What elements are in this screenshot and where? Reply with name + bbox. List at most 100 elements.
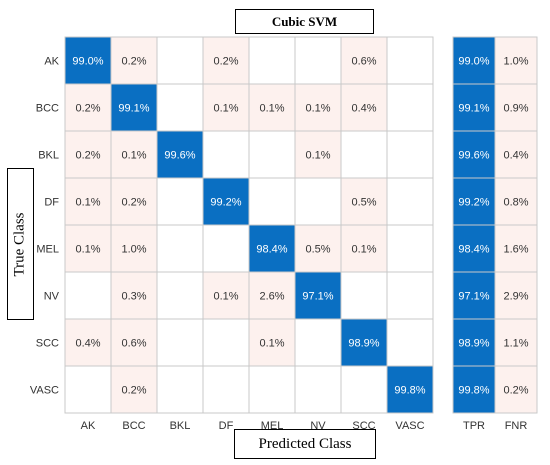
matrix-cell-AK-NV [294, 36, 342, 85]
x-tick-label: AK [81, 420, 96, 432]
matrix-cell-BKL-VASC [386, 130, 434, 179]
matrix-cell-DF-BKL [156, 177, 204, 226]
matrix-value: 2.6% [259, 291, 284, 303]
matrix-cell-BKL-SCC [340, 130, 388, 179]
matrix-cell-BCC-VASC [386, 83, 434, 132]
matrix-cell-BCC-BKL [156, 83, 204, 132]
matrix-cell-MEL-BKL [156, 224, 204, 273]
matrix-cell-MEL-DF [202, 224, 250, 273]
y-tick-label: VASC [30, 385, 59, 397]
matrix-cell-AK-BCC [110, 36, 158, 85]
matrix-value: 0.1% [259, 338, 284, 350]
matrix-cell-DF-MEL [248, 177, 296, 226]
matrix-value: 98.9% [348, 338, 379, 350]
summary-cell-TPR-BKL [452, 130, 496, 179]
y-tick-label: BCC [36, 103, 59, 115]
matrix-cell-BCC-MEL [248, 83, 296, 132]
summary-value: 98.9% [458, 338, 489, 350]
matrix-cell-SCC-DF [202, 318, 250, 367]
matrix-value: 99.6% [164, 150, 195, 162]
matrix-value: 0.4% [351, 103, 376, 115]
summary-value: 1.0% [503, 56, 528, 68]
matrix-value: 0.5% [305, 244, 330, 256]
summary-column-label: TPR [463, 420, 485, 432]
matrix-cell-VASC-SCC [340, 365, 388, 414]
matrix-cell-AK-DF [202, 36, 250, 85]
summary-value: 99.0% [458, 56, 489, 68]
summary-cell-FNR-VASC [494, 365, 538, 414]
matrix-value: 0.6% [121, 338, 146, 350]
matrix-cell-NV-NV [294, 271, 342, 320]
summary-value: 98.4% [458, 244, 489, 256]
matrix-value: 97.1% [302, 291, 333, 303]
matrix-cell-MEL-AK [64, 224, 112, 273]
summary-value: 99.2% [458, 197, 489, 209]
matrix-cell-VASC-AK [64, 365, 112, 414]
summary-value: 0.4% [503, 150, 528, 162]
matrix-value: 0.2% [213, 56, 238, 68]
summary-cell-FNR-MEL [494, 224, 538, 273]
matrix-cell-VASC-NV [294, 365, 342, 414]
summary-cell-FNR-DF [494, 177, 538, 226]
matrix-cell-NV-BKL [156, 271, 204, 320]
matrix-cell-NV-AK [64, 271, 112, 320]
matrix-value: 0.2% [75, 103, 100, 115]
x-tick-label: BCC [122, 420, 145, 432]
y-axis-label: True Class [12, 211, 29, 277]
summary-value: 0.9% [503, 103, 528, 115]
summary-cell-FNR-NV [494, 271, 538, 320]
matrix-cell-SCC-AK [64, 318, 112, 367]
matrix-cell-BCC-BCC [110, 83, 158, 132]
matrix-value: 0.1% [305, 103, 330, 115]
matrix-cell-BKL-BCC [110, 130, 158, 179]
x-tick-label: VASC [395, 420, 424, 432]
matrix-value: 0.2% [121, 56, 146, 68]
matrix-cell-AK-VASC [386, 36, 434, 85]
matrix-value: 0.2% [121, 385, 146, 397]
matrix-cell-MEL-VASC [386, 224, 434, 273]
summary-value: 99.1% [458, 103, 489, 115]
chart-title: Cubic SVM [235, 9, 374, 34]
matrix-cell-DF-DF [202, 177, 250, 226]
y-tick-label: SCC [36, 338, 59, 350]
matrix-value: 99.2% [210, 197, 241, 209]
matrix-cell-NV-SCC [340, 271, 388, 320]
x-tick-label: DF [219, 420, 234, 432]
matrix-cell-VASC-MEL [248, 365, 296, 414]
matrix-cell-BKL-DF [202, 130, 250, 179]
y-axis-label-box: True Class [7, 168, 34, 320]
y-tick-label: BKL [38, 150, 59, 162]
summary-value: 99.6% [458, 150, 489, 162]
summary-value: 1.6% [503, 244, 528, 256]
matrix-cell-MEL-NV [294, 224, 342, 273]
summary-value: 2.9% [503, 291, 528, 303]
matrix-cell-BKL-NV [294, 130, 342, 179]
matrix-value: 0.1% [213, 291, 238, 303]
matrix-value: 0.1% [351, 244, 376, 256]
matrix-value: 0.6% [351, 56, 376, 68]
summary-column-label: FNR [505, 420, 528, 432]
matrix-value: 99.8% [394, 385, 425, 397]
summary-value: 99.8% [458, 385, 489, 397]
matrix-cell-DF-VASC [386, 177, 434, 226]
summary-cell-FNR-SCC [494, 318, 538, 367]
summary-value: 97.1% [458, 291, 489, 303]
matrix-cell-AK-MEL [248, 36, 296, 85]
matrix-cell-SCC-VASC [386, 318, 434, 367]
matrix-cell-DF-NV [294, 177, 342, 226]
matrix-value: 99.1% [118, 103, 149, 115]
matrix-cell-VASC-VASC [386, 365, 434, 414]
y-tick-label: MEL [36, 244, 59, 256]
summary-cell-TPR-AK [452, 36, 496, 85]
y-tick-label: NV [44, 291, 60, 303]
matrix-value: 0.4% [75, 338, 100, 350]
y-tick-label: DF [44, 197, 59, 209]
summary-value: 0.2% [503, 385, 528, 397]
matrix-value: 0.1% [75, 244, 100, 256]
matrix-value: 0.2% [75, 150, 100, 162]
matrix-value: 0.1% [305, 150, 330, 162]
x-axis-label: Predicted Class [234, 429, 376, 459]
matrix-cell-BKL-MEL [248, 130, 296, 179]
matrix-value: 0.5% [351, 197, 376, 209]
